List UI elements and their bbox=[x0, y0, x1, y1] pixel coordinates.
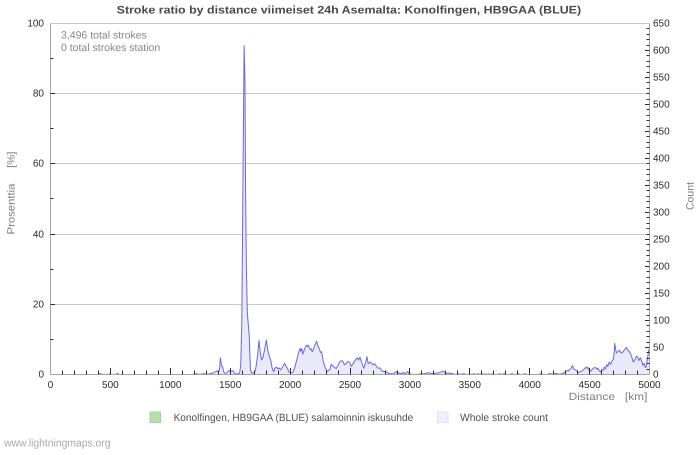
svg-text:150: 150 bbox=[653, 289, 670, 300]
svg-text:4000: 4000 bbox=[519, 380, 542, 391]
svg-text:100: 100 bbox=[653, 316, 670, 327]
svg-text:400: 400 bbox=[653, 154, 670, 165]
svg-text:500: 500 bbox=[653, 100, 670, 111]
svg-text:350: 350 bbox=[653, 181, 670, 192]
svg-text:550: 550 bbox=[653, 73, 670, 84]
svg-text:1500: 1500 bbox=[219, 380, 242, 391]
svg-text:5000: 5000 bbox=[638, 380, 661, 391]
svg-text:0 total strokes station: 0 total strokes station bbox=[61, 42, 160, 54]
svg-text:20: 20 bbox=[33, 300, 45, 311]
svg-text:600: 600 bbox=[653, 46, 670, 57]
svg-text:www.lightningmaps.org: www.lightningmaps.org bbox=[3, 437, 110, 449]
svg-text:500: 500 bbox=[102, 380, 119, 391]
svg-text:3000: 3000 bbox=[399, 380, 422, 391]
svg-text:40: 40 bbox=[33, 230, 45, 241]
svg-text:3500: 3500 bbox=[459, 380, 482, 391]
svg-text:Konolfingen, HB9GAA (BLUE) sal: Konolfingen, HB9GAA (BLUE) salamoinnin i… bbox=[174, 412, 414, 424]
svg-text:250: 250 bbox=[653, 235, 670, 246]
svg-text:0: 0 bbox=[48, 380, 54, 391]
svg-text:2500: 2500 bbox=[339, 380, 362, 391]
svg-text:Prosenttia [%]: Prosenttia [%] bbox=[5, 151, 17, 234]
svg-text:1000: 1000 bbox=[159, 380, 182, 391]
svg-text:80: 80 bbox=[33, 89, 45, 100]
svg-text:60: 60 bbox=[33, 159, 45, 170]
svg-text:450: 450 bbox=[653, 127, 670, 138]
svg-text:Stroke ratio by distance viime: Stroke ratio by distance viimeiset 24h A… bbox=[117, 5, 582, 17]
svg-text:2000: 2000 bbox=[279, 380, 302, 391]
svg-text:Distance [km]: Distance [km] bbox=[569, 391, 648, 403]
svg-text:650: 650 bbox=[653, 19, 670, 30]
svg-text:300: 300 bbox=[653, 208, 670, 219]
svg-text:0: 0 bbox=[38, 370, 44, 381]
svg-text:100: 100 bbox=[27, 19, 44, 30]
svg-text:0: 0 bbox=[653, 370, 659, 381]
svg-text:4500: 4500 bbox=[578, 380, 601, 391]
svg-text:3,496 total strokes: 3,496 total strokes bbox=[61, 30, 147, 42]
svg-text:50: 50 bbox=[653, 343, 665, 354]
svg-text:Whole stroke count: Whole stroke count bbox=[460, 412, 548, 424]
svg-text:Count: Count bbox=[685, 182, 697, 210]
svg-text:200: 200 bbox=[653, 262, 670, 273]
